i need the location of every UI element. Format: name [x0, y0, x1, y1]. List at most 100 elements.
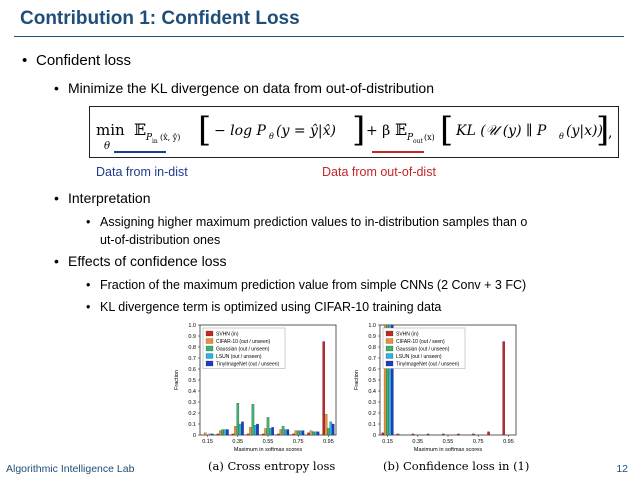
slide-title: Contribution 1: Confident Loss	[20, 8, 300, 29]
y-tick-label: 0.9	[368, 334, 376, 340]
bar	[241, 421, 244, 436]
y-tick-label: 0	[193, 433, 196, 439]
legend-entry: Gaussian (out / unseen)	[216, 347, 270, 353]
y-axis-label: Fraction	[174, 370, 180, 390]
formula-pout: P	[406, 133, 414, 143]
bar	[502, 341, 506, 436]
bullet-kl-optimized: • KL divergence term is optimized using C…	[86, 300, 442, 314]
bar	[322, 341, 326, 436]
bar	[264, 428, 267, 436]
y-tick-label: 0.6	[368, 367, 376, 373]
bullet-assigning-cont: ut-of-distribution ones	[100, 233, 221, 247]
bar	[309, 430, 313, 436]
bar	[226, 429, 229, 436]
bullet-effects: • Effects of confidence loss	[54, 253, 227, 269]
y-tick-label: 0.5	[188, 378, 196, 384]
legend-swatch	[385, 345, 394, 352]
formula-min: min	[96, 121, 125, 139]
bar	[426, 433, 430, 436]
bar	[411, 433, 415, 436]
bullet-assigning: • Assigning higher maximum prediction val…	[86, 215, 528, 229]
bar	[299, 430, 302, 436]
bar	[314, 431, 317, 436]
legend-entry: TinyImageNet (out / unseen)	[216, 362, 280, 368]
y-tick-label: 0.9	[188, 334, 196, 340]
y-tick-label: 0.1	[188, 422, 196, 428]
legend-swatch	[205, 345, 214, 352]
legend-entry: CIFAR-10 (out / seen)	[396, 339, 445, 345]
bullet-text: Assigning higher maximum prediction valu…	[100, 215, 528, 229]
formula-pin: P	[145, 133, 153, 143]
bar	[238, 423, 242, 436]
page-number: 12	[616, 463, 628, 475]
legend-entry: CIFAR-10 (out / unseen)	[216, 339, 271, 345]
formula-pin-sub: in	[152, 138, 158, 145]
bullet-text: Effects of confidence loss	[68, 253, 227, 269]
legend-swatch	[385, 353, 394, 359]
formula-bracket-close: ]	[352, 110, 365, 150]
bar	[221, 429, 224, 436]
formula-pout-sub: out	[413, 138, 423, 145]
bar	[234, 426, 237, 436]
x-tick-label: 0.35	[232, 439, 243, 445]
x-tick-label: 0.35	[412, 439, 423, 445]
title-divider	[14, 36, 624, 37]
formula-expectation-out: 𝔼	[395, 120, 407, 139]
formula-neglog: − log P	[214, 123, 266, 139]
legend-entry: TinyImageNet (out / unseen)	[396, 362, 460, 368]
bar	[266, 417, 270, 436]
bar	[292, 433, 295, 436]
formula-theta: θ	[104, 141, 110, 152]
y-tick-label: 1.0	[188, 323, 196, 329]
bar	[279, 429, 283, 436]
bar	[316, 431, 320, 436]
histogram-cross-entropy: 0 0.1 0.2 0.3 0.4 0.5 0.6 0.7 0.8 0.9 1.0 0.15 0.35 0…	[174, 323, 337, 453]
formula-expectation-in: 𝔼	[134, 120, 146, 139]
y-tick-label: 0.3	[368, 400, 376, 406]
y-tick-label: 0.4	[188, 389, 196, 395]
formula-kl-args: (y|x))	[566, 123, 603, 139]
bar	[329, 421, 333, 436]
x-tick-label: 0.95	[503, 439, 514, 445]
x-tick-label: 0.55	[263, 439, 274, 445]
formula-comma: ,	[608, 125, 612, 141]
bar	[327, 428, 330, 436]
bar	[203, 432, 207, 436]
bar	[231, 433, 235, 436]
bar	[307, 432, 310, 436]
bullet-text: Confident loss	[36, 52, 132, 69]
bullet-text: Minimize the KL divergence on data from …	[68, 80, 434, 96]
bar	[396, 433, 400, 436]
legend-swatch	[385, 338, 394, 344]
bar	[472, 433, 475, 436]
legend-box	[382, 327, 466, 369]
legend-box	[202, 327, 286, 369]
loss-formula: min θ 𝔼 P in (x̂, ŷ) [ − log P θ (y = ŷ|…	[96, 110, 612, 152]
bullet-interpretation: • Interpretation	[54, 190, 151, 206]
bar	[210, 433, 214, 436]
legend-swatch	[385, 360, 394, 367]
bar	[324, 413, 328, 436]
bar	[331, 423, 335, 436]
caption-in-dist: Data from in-dist	[96, 165, 188, 179]
legend-swatch	[205, 360, 214, 367]
x-tick-label: 0.55	[443, 439, 454, 445]
legend-entry: Gaussian (out / unseen)	[396, 347, 450, 353]
bar	[281, 426, 285, 436]
subcaption-confidence-loss: (b) Confidence loss in (1)	[383, 459, 530, 473]
bar	[249, 427, 252, 436]
loss-formula-box: min θ 𝔼 P in (x̂, ŷ) [ − log P θ (y = ŷ|…	[89, 106, 619, 158]
legend-entry: SVHN (in)	[396, 332, 419, 338]
legend-entry: SVHN (in)	[216, 332, 239, 338]
x-tick-label: 0.75	[293, 439, 304, 445]
bar	[487, 431, 490, 436]
bar	[296, 430, 300, 436]
formula-kl-sub: θ	[559, 132, 564, 141]
y-tick-label: 0.7	[368, 356, 376, 362]
bar	[312, 431, 315, 436]
bar	[253, 424, 257, 436]
bar	[284, 429, 287, 436]
formula-term1-args: (y = ŷ|x̂)	[276, 122, 336, 139]
legend-swatch	[385, 330, 394, 337]
out-dist-underline	[372, 151, 424, 153]
